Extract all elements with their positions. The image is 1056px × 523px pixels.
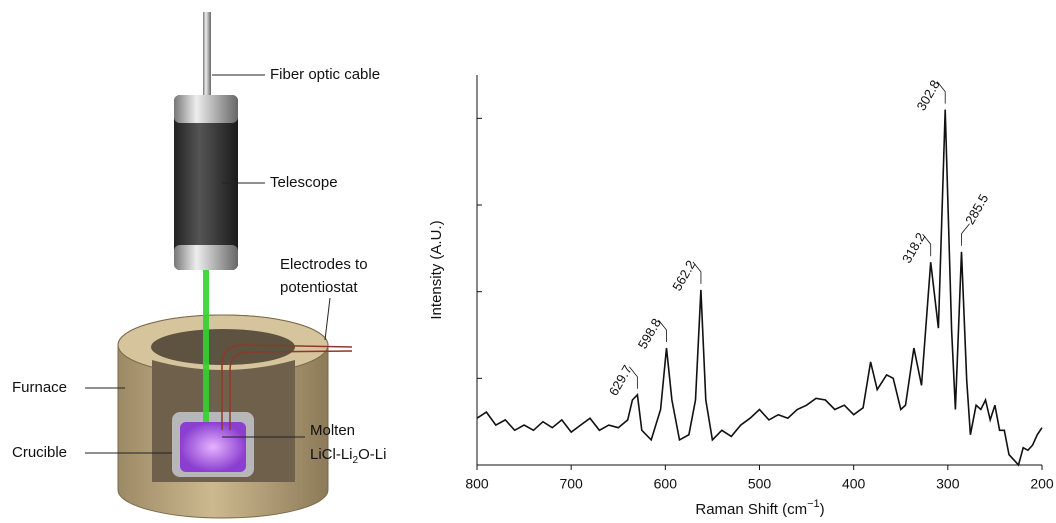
x-tick-label: 300 — [936, 476, 960, 492]
label: Crucible — [12, 444, 67, 461]
x-tick-label: 800 — [465, 476, 489, 492]
label: Furnace — [12, 379, 67, 396]
electrode — [221, 344, 353, 430]
peak-label: 629.7 — [606, 363, 635, 399]
raman-chart: Intensity (A.U.) Raman Shift (cm−1) 800 7… — [428, 75, 1054, 518]
peak-leader — [692, 261, 702, 284]
electrode — [229, 350, 353, 430]
x-tick-label: 700 — [559, 476, 583, 492]
setup-diagram: Fiber optic cable Telescope Electrodes t… — [12, 12, 386, 519]
peak-leader — [936, 81, 946, 104]
label: Telescope — [270, 174, 338, 191]
peak-leader — [658, 319, 667, 342]
peak-leader — [961, 223, 970, 246]
furnace-hole — [151, 329, 295, 365]
leader-lines — [85, 74, 331, 454]
x-tick-label: 400 — [842, 476, 866, 492]
laser-beam — [203, 270, 209, 422]
fiber-cable — [203, 12, 211, 97]
label: LiCl-Li2O-Li — [310, 446, 386, 466]
label: Fiber optic cable — [270, 66, 380, 83]
telescope-cap — [174, 95, 238, 123]
label: Electrodes to — [280, 256, 368, 273]
peak-label: 302.8 — [914, 77, 943, 113]
molten-salt — [180, 422, 246, 472]
peak-label: 318.2 — [899, 230, 928, 266]
spectrum — [476, 109, 1043, 467]
x-axis-label: Raman Shift (cm−1) — [695, 498, 824, 518]
peak-label: 562.2 — [669, 258, 698, 294]
x-tick-label: 200 — [1030, 476, 1054, 492]
peak-leader — [922, 233, 932, 257]
peak-label: 285.5 — [962, 191, 991, 227]
label: potentiostat — [280, 279, 358, 296]
label: Molten — [310, 422, 355, 439]
peak-label: 598.8 — [635, 316, 664, 352]
y-axis-label: Intensity (A.U.) — [428, 220, 445, 319]
telescope-body — [174, 95, 238, 270]
peak-leader — [629, 366, 638, 389]
x-tick-label: 500 — [748, 476, 772, 492]
telescope-cap — [174, 245, 238, 270]
x-tick-label: 600 — [654, 476, 678, 492]
